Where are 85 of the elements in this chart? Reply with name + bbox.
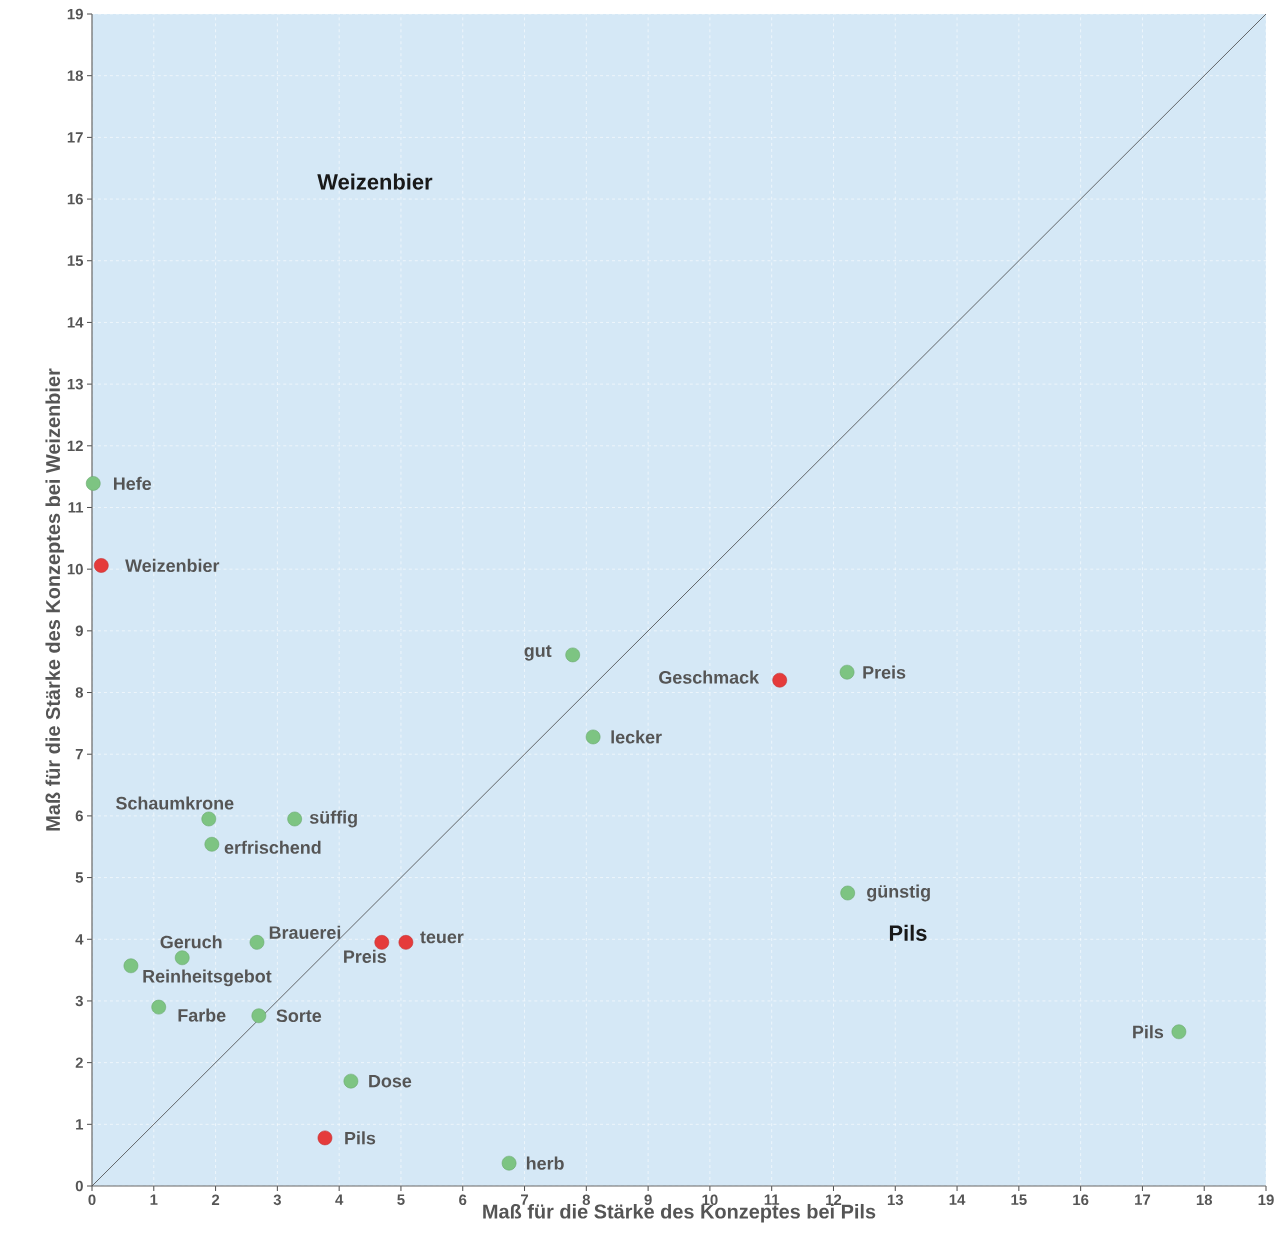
point: [174, 950, 190, 966]
x-tick-label: 2: [211, 1194, 220, 1205]
point: [840, 885, 855, 901]
y-tick-label: 2: [75, 1057, 83, 1068]
point: [501, 1155, 517, 1171]
x-tick-label: 18: [1196, 1194, 1213, 1206]
point: [772, 672, 788, 688]
y-tick-label: 7: [75, 749, 83, 760]
x-tick-label: 7: [521, 1194, 529, 1205]
point: [204, 836, 220, 852]
annotation: Preis: [344, 949, 386, 963]
point: [839, 664, 855, 680]
y-tick-label: 13: [67, 378, 83, 390]
y-tick-label: 3: [75, 995, 83, 1007]
y-tick-label: 9: [75, 625, 83, 637]
y-tick-label: 6: [75, 810, 83, 822]
x-tick-label: 12: [826, 1194, 842, 1205]
annotation: teuer: [420, 931, 464, 944]
x-tick-label: 11: [764, 1194, 780, 1205]
x-tick-label: 6: [459, 1194, 467, 1206]
annotation: Dose: [369, 1074, 412, 1088]
x-tick-label: 13: [887, 1194, 904, 1206]
x-tick-label: 1: [150, 1194, 158, 1205]
annotation: herb: [526, 1156, 564, 1170]
point: [287, 811, 302, 827]
y-tick-label: 0: [75, 1180, 83, 1192]
y-axis-title: Maß für die Stärke des Konzeptes bei Weizenbier: [45, 368, 65, 831]
annotation: Farbe: [178, 1008, 226, 1022]
annotation: günstig: [867, 884, 930, 902]
point: [565, 647, 581, 663]
annotation: Weizenbier: [125, 558, 220, 573]
point: [123, 958, 139, 974]
point: [201, 811, 217, 827]
point: [1171, 1024, 1187, 1040]
x-tick-label: 9: [644, 1194, 652, 1206]
y-tick-label: 1: [76, 1119, 84, 1130]
x-tick-label: 15: [1011, 1194, 1027, 1205]
annotation: Weizenbier: [317, 173, 433, 190]
annotation: Geruch: [160, 935, 222, 949]
x-tick-label: 0: [88, 1194, 96, 1206]
annotation: Pils: [889, 924, 927, 941]
annotation: Schaumkrone: [116, 796, 234, 810]
point: [343, 1073, 359, 1089]
point: [585, 729, 601, 745]
point: [249, 935, 265, 950]
annotation: Sorte: [276, 1009, 322, 1023]
x-tick-label: 5: [397, 1194, 405, 1205]
point: [374, 935, 390, 950]
annotation: Geschmack: [659, 670, 760, 684]
y-tick-label: 14: [67, 317, 84, 328]
annotation: gut: [524, 645, 552, 661]
point: [398, 935, 414, 950]
y-tick-label: 5: [75, 872, 84, 883]
y-tick-label: 15: [67, 255, 84, 266]
annotation: Preis: [863, 665, 906, 679]
x-tick-label: 4: [335, 1194, 344, 1205]
x-tick-label: 17: [1135, 1194, 1151, 1205]
annotation: erfrischend: [224, 840, 321, 854]
point: [85, 476, 101, 491]
annotation: süffig: [309, 810, 357, 828]
point: [93, 558, 109, 573]
y-tick-label: 16: [67, 193, 83, 205]
point: [251, 1008, 267, 1024]
x-tick-label: 3: [273, 1194, 281, 1206]
annotation: Reinheitsgebot: [143, 969, 272, 987]
y-tick-label: 4: [75, 934, 84, 945]
x-tick-label: 19: [1258, 1194, 1274, 1206]
annotation: Brauerei: [269, 925, 341, 939]
annotation: Hefe: [114, 476, 152, 491]
x-tick-label: 14: [949, 1194, 966, 1205]
point: [317, 1130, 333, 1146]
y-tick-label: 19: [67, 8, 83, 20]
y-tick-label: 8: [75, 687, 84, 698]
annotation: lecker: [611, 730, 662, 744]
x-tick-label: 16: [1073, 1194, 1089, 1206]
y-tick-label: 17: [67, 132, 83, 143]
annotation: Pils: [345, 1131, 376, 1145]
y-tick-label: 12: [67, 440, 83, 452]
y-tick-label: 11: [68, 502, 84, 513]
annotation: Pils: [1133, 1025, 1164, 1039]
x-tick-label: 10: [702, 1194, 718, 1206]
x-tick-label: 8: [582, 1194, 591, 1206]
y-tick-label: 10: [67, 563, 83, 575]
y-tick-label: 18: [67, 70, 84, 81]
point: [151, 999, 167, 1015]
